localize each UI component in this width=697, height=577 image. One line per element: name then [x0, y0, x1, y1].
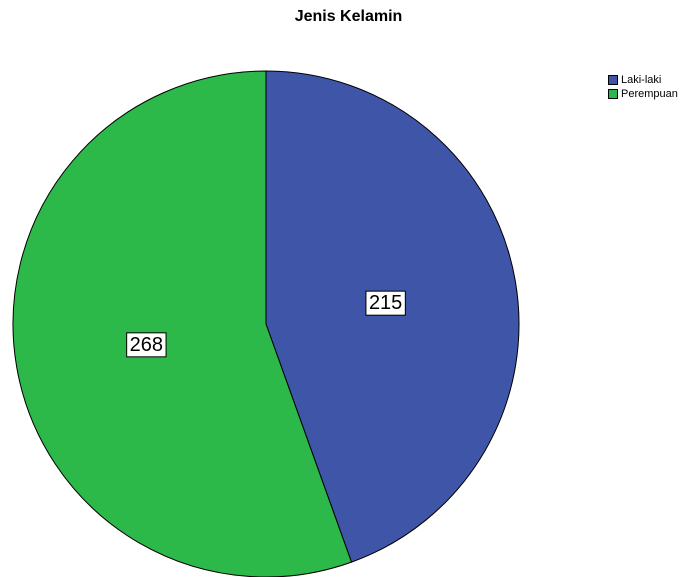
pie-slice-perempuan: [12, 70, 353, 577]
chart-title: Jenis Kelamin: [294, 8, 403, 25]
data-label-perempuan: 268: [126, 332, 167, 358]
data-label-box-perempuan: [126, 332, 167, 358]
data-label-text-perempuan: 268: [130, 334, 163, 356]
legend-swatch-laki-laki: [608, 74, 618, 85]
pie-slices: [12, 70, 520, 577]
legend-item-laki-laki: Laki-laki: [608, 73, 678, 86]
legend-label-perempuan: Perempuan: [621, 87, 678, 100]
legend-swatch-perempuan: [608, 88, 618, 99]
data-label-laki-laki: 215: [365, 290, 406, 316]
pie-data-labels: 215 268: [126, 290, 406, 358]
legend-label-laki-laki: Laki-laki: [621, 73, 662, 86]
data-label-text-laki-laki: 215: [369, 292, 402, 314]
pie-slice-laki-laki: [265, 70, 520, 563]
legend-item-perempuan: Perempuan: [608, 87, 678, 100]
legend: Laki-laki Perempuan: [608, 73, 678, 101]
data-label-box-laki-laki: [365, 290, 406, 316]
